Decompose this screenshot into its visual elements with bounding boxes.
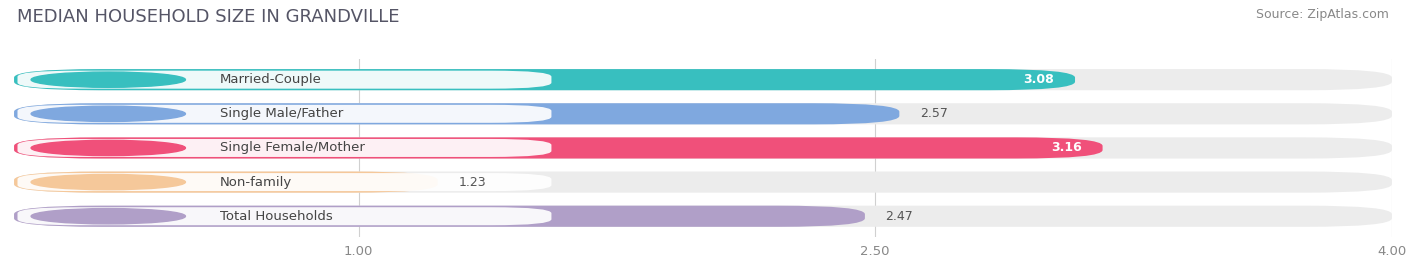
FancyBboxPatch shape — [17, 105, 551, 123]
Circle shape — [31, 72, 186, 87]
Text: Non-family: Non-family — [219, 176, 292, 189]
FancyBboxPatch shape — [14, 69, 1392, 90]
FancyBboxPatch shape — [17, 139, 551, 157]
FancyBboxPatch shape — [17, 71, 551, 89]
Text: 2.47: 2.47 — [886, 210, 914, 223]
FancyBboxPatch shape — [14, 172, 437, 193]
FancyBboxPatch shape — [14, 103, 1392, 124]
FancyBboxPatch shape — [14, 137, 1102, 158]
Text: Single Male/Father: Single Male/Father — [219, 107, 343, 120]
FancyBboxPatch shape — [14, 206, 1392, 227]
Text: Source: ZipAtlas.com: Source: ZipAtlas.com — [1256, 8, 1389, 21]
FancyBboxPatch shape — [14, 206, 865, 227]
FancyBboxPatch shape — [14, 103, 900, 124]
Text: Single Female/Mother: Single Female/Mother — [219, 141, 364, 154]
Text: 1.23: 1.23 — [458, 176, 486, 189]
FancyBboxPatch shape — [14, 172, 1392, 193]
FancyBboxPatch shape — [14, 69, 1076, 90]
Text: 3.16: 3.16 — [1052, 141, 1083, 154]
Text: Total Households: Total Households — [219, 210, 332, 223]
Text: MEDIAN HOUSEHOLD SIZE IN GRANDVILLE: MEDIAN HOUSEHOLD SIZE IN GRANDVILLE — [17, 8, 399, 26]
FancyBboxPatch shape — [17, 173, 551, 191]
Circle shape — [31, 106, 186, 122]
Text: Married-Couple: Married-Couple — [219, 73, 322, 86]
FancyBboxPatch shape — [14, 137, 1392, 158]
Circle shape — [31, 140, 186, 155]
Circle shape — [31, 208, 186, 224]
Circle shape — [31, 174, 186, 190]
Text: 3.08: 3.08 — [1024, 73, 1054, 86]
FancyBboxPatch shape — [17, 207, 551, 225]
Text: 2.57: 2.57 — [920, 107, 948, 120]
